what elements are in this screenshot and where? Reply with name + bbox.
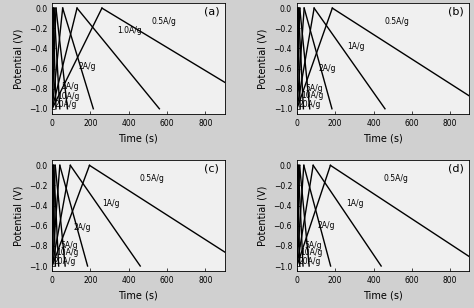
Text: 0.5A/g: 0.5A/g [139, 174, 164, 183]
Text: 20A/g: 20A/g [54, 257, 76, 266]
X-axis label: Time (s): Time (s) [118, 133, 158, 143]
Text: 5A/g: 5A/g [305, 241, 322, 250]
Text: 2A/g: 2A/g [73, 223, 91, 232]
Text: 20A/g: 20A/g [299, 100, 321, 109]
Y-axis label: Potential (V): Potential (V) [13, 28, 23, 89]
Text: 2A/g: 2A/g [318, 221, 335, 230]
Y-axis label: Potential (V): Potential (V) [13, 185, 23, 246]
Text: 10A/g: 10A/g [301, 91, 323, 100]
Text: 10A/g: 10A/g [57, 92, 79, 101]
Text: 1A/g: 1A/g [102, 199, 119, 208]
Text: 2A/g: 2A/g [79, 62, 96, 71]
Text: 1A/g: 1A/g [346, 199, 363, 208]
Text: 5A/g: 5A/g [305, 84, 323, 93]
Text: 5A/g: 5A/g [61, 82, 79, 91]
Y-axis label: Potential (V): Potential (V) [258, 28, 268, 89]
Text: (c): (c) [204, 164, 219, 174]
X-axis label: Time (s): Time (s) [363, 290, 403, 301]
Text: 1A/g: 1A/g [347, 42, 365, 51]
X-axis label: Time (s): Time (s) [118, 290, 158, 301]
Text: (d): (d) [448, 164, 464, 174]
Text: 1.0A/g: 1.0A/g [117, 26, 142, 35]
Text: 5A/g: 5A/g [61, 241, 78, 250]
X-axis label: Time (s): Time (s) [363, 133, 403, 143]
Text: 0.5A/g: 0.5A/g [383, 174, 408, 183]
Text: (a): (a) [204, 6, 219, 16]
Text: 20A/g: 20A/g [298, 257, 320, 266]
Text: 10A/g: 10A/g [301, 249, 323, 257]
Text: 10A/g: 10A/g [56, 249, 78, 257]
Text: 0.5A/g: 0.5A/g [152, 17, 177, 26]
Text: 0.5A/g: 0.5A/g [385, 17, 410, 26]
Text: (b): (b) [448, 6, 464, 16]
Text: 20A/g: 20A/g [54, 100, 76, 109]
Y-axis label: Potential (V): Potential (V) [258, 185, 268, 246]
Text: 2A/g: 2A/g [319, 64, 336, 73]
